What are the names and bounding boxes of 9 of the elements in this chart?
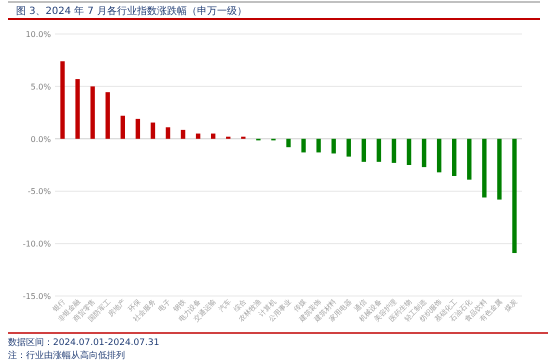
ytick: 0.0% (30, 134, 51, 144)
ytick: -5.0% (28, 187, 51, 196)
title: 图 3、2024 年 7 月各行业指数涨跌幅（申万一级） (16, 6, 247, 17)
ytick: -15.0% (22, 292, 51, 301)
annotation: 数据区间：2024.07.01-2024.07.31 (8, 338, 160, 348)
ytick: 5.0% (30, 82, 51, 92)
ytick: 10.0% (26, 30, 51, 39)
annotation: 注：行业由涨幅从高向低排列 (8, 351, 125, 361)
ytick: -10.0% (22, 240, 51, 249)
